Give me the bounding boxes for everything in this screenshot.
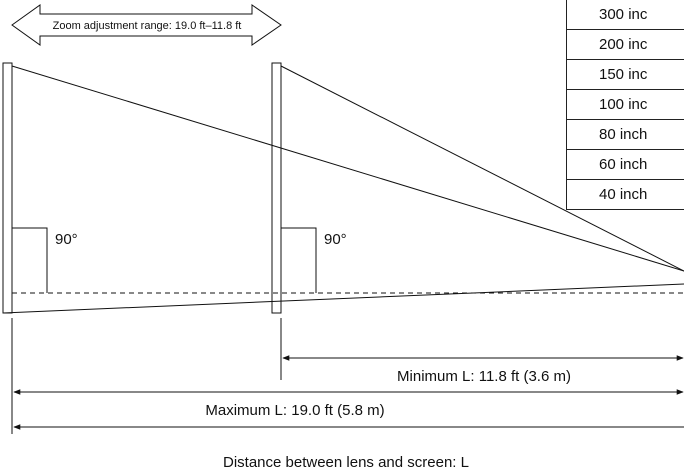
right-angle-mark-near bbox=[281, 227, 317, 293]
angle-label-far: 90° bbox=[55, 231, 78, 248]
min-distance-label: Minimum L: 11.8 ft (3.6 m) bbox=[397, 368, 571, 385]
table-row: 80 inch bbox=[566, 119, 684, 150]
near-beam-top bbox=[280, 65, 684, 272]
screen-size-cell: 100 inc bbox=[566, 89, 684, 120]
table-row: 60 inch bbox=[566, 149, 684, 180]
screen-size-table: 300 inc 200 inc 150 inc 100 inc 80 inch … bbox=[566, 0, 684, 210]
far-beam-top bbox=[11, 65, 684, 272]
table-row: 40 inch bbox=[566, 179, 684, 210]
zoom-range-label: Zoom adjustment range: 19.0 ft–11.8 ft bbox=[53, 20, 242, 32]
table-row: 200 inc bbox=[566, 29, 684, 60]
screen-size-cell: 80 inch bbox=[566, 119, 684, 150]
screen-size-cell: 40 inch bbox=[566, 179, 684, 210]
screen-size-cell: 300 inc bbox=[566, 0, 684, 30]
table-row: 100 inc bbox=[566, 89, 684, 120]
table-row: 300 inc bbox=[566, 0, 684, 30]
axis-caption: Distance between lens and screen: L bbox=[223, 454, 469, 471]
table-row: 150 inc bbox=[566, 59, 684, 90]
screen-size-cell: 150 inc bbox=[566, 59, 684, 90]
screen-size-cell: 200 inc bbox=[566, 29, 684, 60]
beam-bottom bbox=[2, 283, 684, 314]
screen-size-cell: 60 inch bbox=[566, 149, 684, 180]
angle-label-near: 90° bbox=[324, 231, 347, 248]
max-distance-label: Maximum L: 19.0 ft (5.8 m) bbox=[205, 402, 384, 419]
zoom-range-arrow bbox=[11, 4, 282, 46]
screen-size-table-clip: 300 inc 200 inc 150 inc 100 inc 80 inch … bbox=[0, 0, 684, 210]
right-angle-mark-far bbox=[12, 227, 48, 293]
near-screen bbox=[271, 62, 282, 314]
